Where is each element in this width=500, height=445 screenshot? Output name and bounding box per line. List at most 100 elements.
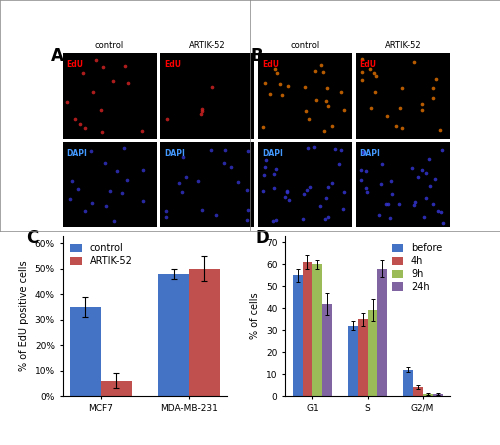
Point xyxy=(74,186,82,193)
Legend: control, ARTIK-52: control, ARTIK-52 xyxy=(68,240,136,269)
Text: EdU: EdU xyxy=(360,60,376,69)
Point xyxy=(139,198,147,205)
Point xyxy=(317,61,325,68)
Point xyxy=(89,88,97,95)
Point xyxy=(234,179,242,186)
Bar xyxy=(158,274,189,396)
Point xyxy=(378,160,386,167)
Point xyxy=(408,165,416,172)
Point xyxy=(110,218,118,225)
Point xyxy=(432,76,440,83)
Text: EdU: EdU xyxy=(262,60,279,69)
Point xyxy=(362,167,370,174)
Bar xyxy=(101,381,132,396)
Point xyxy=(384,113,392,120)
Point xyxy=(220,159,228,166)
Point xyxy=(310,143,318,150)
Point xyxy=(276,81,283,88)
Point xyxy=(398,124,406,131)
Point xyxy=(430,176,438,183)
Point xyxy=(124,79,132,86)
Point xyxy=(426,155,434,162)
Point xyxy=(106,188,114,195)
Point xyxy=(79,69,87,77)
Point xyxy=(422,194,430,202)
Point xyxy=(270,185,278,192)
Point xyxy=(208,146,216,153)
Point xyxy=(392,122,400,129)
Point xyxy=(377,180,385,187)
Point xyxy=(71,116,79,123)
Point xyxy=(68,178,76,185)
Point xyxy=(272,217,280,224)
Point xyxy=(175,179,183,186)
Point xyxy=(208,83,216,90)
Bar xyxy=(292,275,302,396)
Point xyxy=(270,170,278,178)
Point xyxy=(306,184,314,191)
Point xyxy=(80,207,88,214)
Text: ARTIK-52: ARTIK-52 xyxy=(384,41,422,50)
Point xyxy=(336,146,344,154)
Point xyxy=(340,106,347,113)
Bar xyxy=(70,307,101,396)
Point xyxy=(301,83,309,90)
Y-axis label: % of EdU positive cells: % of EdU positive cells xyxy=(19,260,29,371)
Point xyxy=(358,55,366,62)
Bar xyxy=(358,319,368,396)
Point xyxy=(358,177,366,184)
Point xyxy=(382,201,390,208)
Point xyxy=(273,69,281,76)
Point xyxy=(121,62,129,69)
Point xyxy=(323,85,331,92)
Bar xyxy=(312,264,322,396)
Point xyxy=(98,129,106,136)
Point xyxy=(437,209,445,216)
Text: DAPI: DAPI xyxy=(66,149,87,158)
Text: DAPI: DAPI xyxy=(164,149,185,158)
Point xyxy=(227,163,235,170)
Text: DAPI: DAPI xyxy=(262,149,283,158)
Point xyxy=(411,198,419,205)
Point xyxy=(284,83,292,90)
Point xyxy=(360,148,368,155)
Text: MCF7: MCF7 xyxy=(148,243,175,253)
Text: EdU: EdU xyxy=(66,60,84,69)
Point xyxy=(300,191,308,198)
Point xyxy=(321,216,329,223)
Point xyxy=(281,194,289,201)
Point xyxy=(358,68,366,75)
Point xyxy=(299,215,307,222)
Point xyxy=(384,201,392,208)
Point xyxy=(222,147,230,154)
Point xyxy=(322,194,330,202)
Text: DAPI: DAPI xyxy=(360,149,380,158)
Text: ARTIK-52: ARTIK-52 xyxy=(189,41,226,50)
Point xyxy=(278,91,286,98)
Point xyxy=(340,188,348,195)
Point xyxy=(328,179,336,186)
Point xyxy=(324,213,332,220)
Point xyxy=(162,207,170,214)
Bar xyxy=(403,370,412,396)
Point xyxy=(387,178,395,185)
Point xyxy=(198,105,206,113)
Bar xyxy=(322,304,332,396)
Point xyxy=(370,70,378,77)
Point xyxy=(426,182,434,190)
Point xyxy=(358,76,366,83)
Point xyxy=(123,177,131,184)
Point xyxy=(162,214,170,221)
Point xyxy=(328,122,336,129)
Point xyxy=(198,206,206,214)
Point xyxy=(268,217,276,224)
Point xyxy=(303,187,311,194)
Point xyxy=(336,89,344,96)
Point xyxy=(439,219,447,227)
Point xyxy=(429,200,437,207)
Legend: before, 4h, 9h, 24h: before, 4h, 9h, 24h xyxy=(388,240,445,295)
Point xyxy=(370,89,378,96)
Point xyxy=(436,126,444,134)
Text: B: B xyxy=(250,47,264,65)
Point xyxy=(266,91,274,98)
